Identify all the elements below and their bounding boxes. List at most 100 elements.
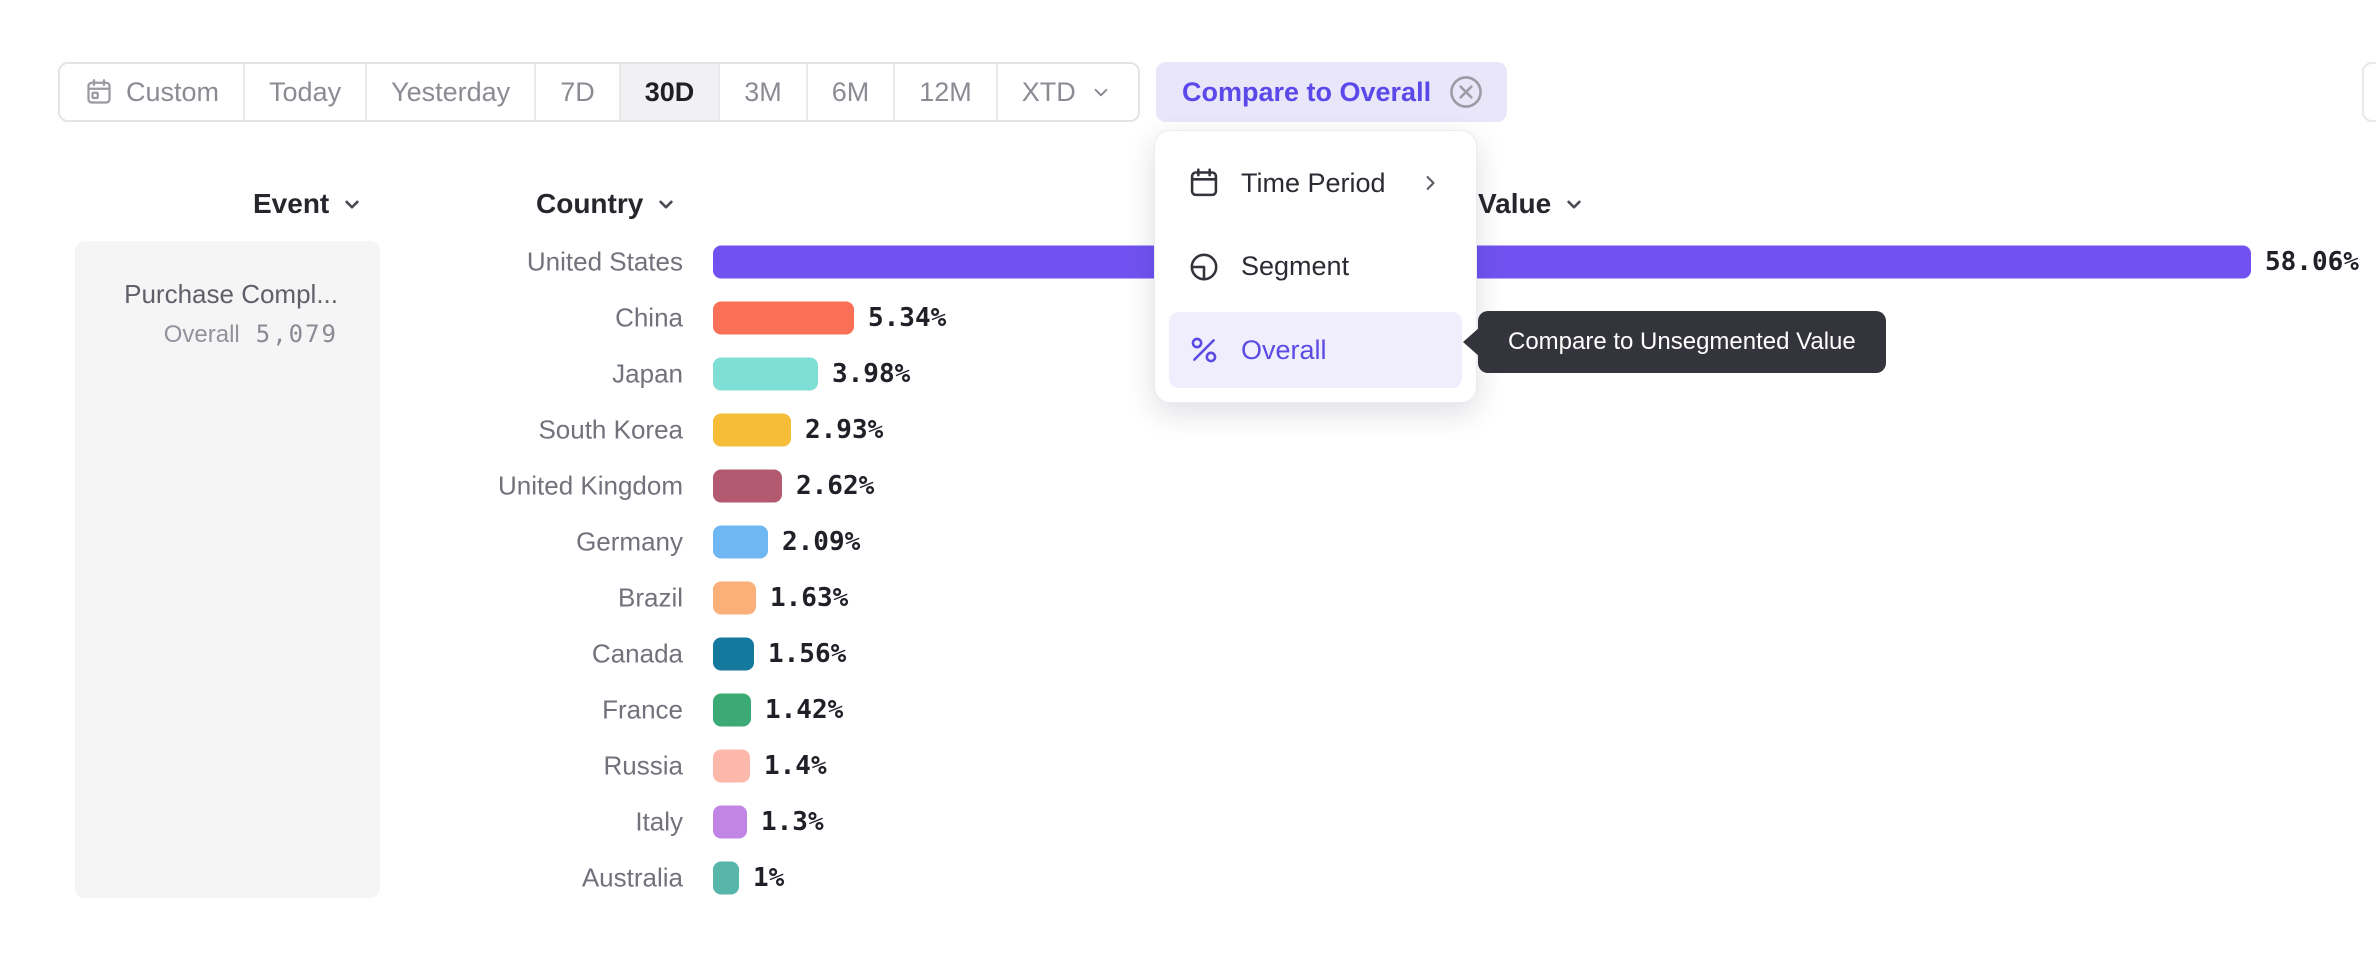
bar-united-kingdom[interactable] — [713, 469, 782, 503]
bar-brazil[interactable] — [713, 581, 756, 615]
country-label: Canada — [591, 638, 683, 669]
compare-to-overall-chip[interactable]: Compare to Overall — [1156, 62, 1508, 122]
value-label: 2.93% — [805, 415, 884, 445]
column-header-event[interactable]: Event — [253, 188, 365, 220]
column-header-country[interactable]: Country — [536, 188, 679, 220]
bar-germany[interactable] — [713, 525, 768, 559]
chevron-down-icon — [1561, 191, 1587, 217]
calendar-icon — [84, 77, 114, 107]
percent-icon — [1187, 333, 1221, 367]
event-header-label: Event — [253, 188, 330, 219]
event-overall-row: Overall 5,079 — [75, 320, 338, 349]
chart-row-brazil: Brazil 1.63% — [0, 570, 2376, 626]
value-label: 1.3% — [761, 807, 824, 837]
range-button-7d[interactable]: 7D — [536, 64, 621, 120]
bar-france[interactable] — [713, 693, 751, 727]
value-label: 1.4% — [764, 751, 827, 781]
country-label: Brazil — [617, 582, 683, 613]
bar-united-states[interactable] — [713, 245, 2251, 279]
country-label: Germany — [576, 526, 683, 557]
value-label: 58.06% — [2265, 247, 2359, 277]
compare-chip-label: Compare to Overall — [1182, 76, 1432, 107]
segment-icon — [1187, 250, 1221, 284]
menu-calendar-icon — [1187, 166, 1221, 200]
bar-japan[interactable] — [713, 357, 818, 391]
chart-row-china: China 5.34% — [0, 290, 2376, 346]
range-button-label: 12M — [919, 76, 972, 107]
country-label: Italy — [635, 806, 683, 837]
country-label: China — [615, 302, 683, 333]
range-button-6m[interactable]: 6M — [807, 64, 896, 120]
value-header-label: Value — [1478, 188, 1552, 219]
range-button-label: 7D — [560, 76, 595, 107]
menu-item-overall[interactable]: Overall — [1169, 312, 1462, 388]
range-button-label: 3M — [744, 76, 782, 107]
menu-item-label: Overall — [1241, 334, 1327, 365]
country-label: Australia — [581, 862, 683, 893]
value-label: 2.09% — [782, 527, 861, 557]
x-circle-icon[interactable] — [1447, 73, 1485, 111]
range-button-label: XTD — [1021, 76, 1076, 107]
menu-item-label: Time Period — [1241, 167, 1386, 198]
clipped-button-edge[interactable] — [2362, 62, 2376, 122]
chart-row-germany: Germany 2.09% — [0, 514, 2376, 570]
chart-row-united-states: United States 58.06% — [0, 234, 2376, 290]
value-label: 1.42% — [765, 695, 844, 725]
chart-row-japan: Japan 3.98% — [0, 346, 2376, 402]
compare-tooltip: Compare to Unsegmented Value — [1478, 311, 1886, 373]
bar-south-korea[interactable] — [713, 413, 791, 447]
chevron-down-icon — [1088, 79, 1114, 105]
compare-dropdown-menu: Time Period Segment Overall — [1154, 130, 1477, 403]
chart-row-italy: Italy 1.3% — [0, 794, 2376, 850]
value-label: 3.98% — [832, 359, 911, 389]
bar-china[interactable] — [713, 301, 854, 335]
range-button-3m[interactable]: 3M — [720, 64, 808, 120]
range-button-xtd[interactable]: XTD — [997, 64, 1138, 120]
event-panel[interactable]: Purchase Compl... Overall 5,079 — [75, 241, 380, 898]
bar-australia[interactable] — [713, 861, 739, 895]
country-header-label: Country — [536, 188, 644, 219]
chart-row-france: France 1.42% — [0, 682, 2376, 738]
country-label: Japan — [612, 358, 683, 389]
range-button-label: Today — [269, 76, 342, 107]
range-button-custom[interactable]: Custom — [60, 64, 246, 120]
tooltip-text: Compare to Unsegmented Value — [1508, 328, 1856, 355]
country-label: United Kingdom — [498, 470, 683, 501]
chart-row-south-korea: South Korea 2.93% — [0, 402, 2376, 458]
value-label: 1.63% — [770, 583, 849, 613]
chevron-right-icon — [1416, 169, 1444, 197]
menu-item-time-period[interactable]: Time Period — [1169, 145, 1462, 221]
bar-italy[interactable] — [713, 805, 747, 839]
range-button-label: Yesterday — [391, 76, 511, 107]
chart-row-united-kingdom: United Kingdom 2.62% — [0, 458, 2376, 514]
country-label: United States — [526, 246, 683, 277]
range-button-today[interactable]: Today — [245, 64, 368, 120]
value-label: 1% — [753, 863, 785, 893]
date-range-toolbar: Custom Today Yesterday 7D 30D 3M 6M 12M XTD — [58, 62, 1140, 122]
bar-canada[interactable] — [713, 637, 754, 671]
menu-item-segment[interactable]: Segment — [1169, 229, 1462, 305]
range-button-30d[interactable]: 30D — [620, 64, 721, 120]
value-label: 1.56% — [768, 639, 847, 669]
country-label: Russia — [603, 750, 683, 781]
value-label: 2.62% — [796, 471, 875, 501]
chart-row-canada: Canada 1.56% — [0, 626, 2376, 682]
range-button-label: 30D — [644, 76, 695, 107]
range-button-12m[interactable]: 12M — [895, 64, 998, 120]
overall-value: 5,079 — [255, 320, 338, 348]
event-name: Purchase Compl... — [124, 279, 338, 309]
range-button-label: 6M — [831, 76, 870, 107]
range-button-label: Custom — [126, 76, 220, 107]
column-header-value[interactable]: Value — [1478, 188, 1587, 220]
chart-row-russia: Russia 1.4% — [0, 738, 2376, 794]
chevron-down-icon — [339, 191, 365, 217]
chevron-down-icon — [653, 191, 679, 217]
overall-label: Overall — [163, 321, 240, 348]
value-label: 5.34% — [868, 303, 947, 333]
chart-row-australia: Australia 1% — [0, 850, 2376, 906]
country-label: South Korea — [538, 414, 683, 445]
range-button-yesterday[interactable]: Yesterday — [367, 64, 537, 120]
country-label: France — [602, 694, 683, 725]
bar-russia[interactable] — [713, 749, 750, 783]
